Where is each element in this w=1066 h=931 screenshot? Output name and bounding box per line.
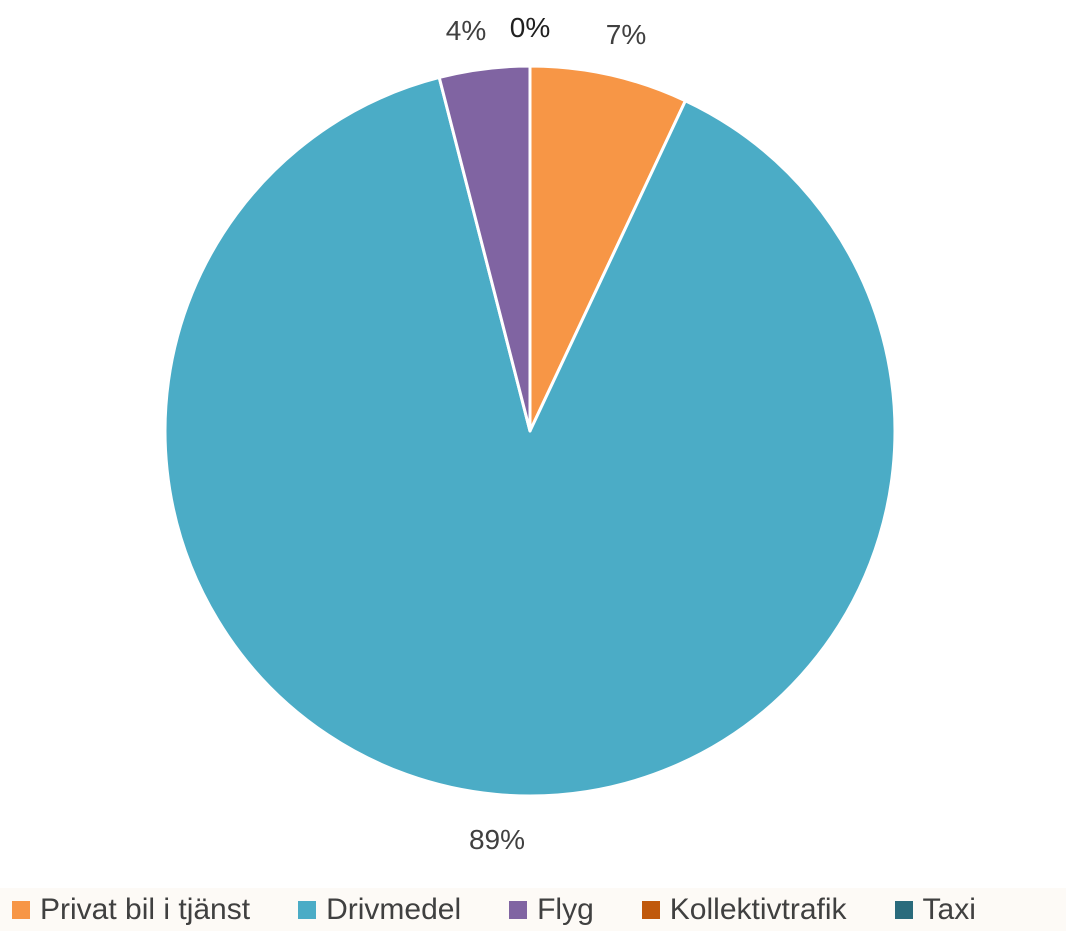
chart-legend: Privat bil i tjänst Drivmedel Flyg Kollekti… <box>0 888 1066 931</box>
legend-swatch-kollektivtrafik <box>641 900 660 919</box>
legend-label-flyg: Flyg <box>537 892 594 926</box>
pie-slices <box>163 64 897 798</box>
legend-swatch-privat-bil-i-tj-nst <box>12 900 30 919</box>
legend-swatch-taxi <box>894 900 913 919</box>
legend-item-flyg: Flyg <box>509 893 594 927</box>
legend-item-drivmedel: Drivmedel <box>298 893 461 927</box>
data-label-privat-bil-i-tj-nst: 7% <box>606 19 646 50</box>
legend-label-drivmedel: Drivmedel <box>326 892 462 926</box>
data-label-flyg: 4% <box>446 15 486 46</box>
legend-swatch-drivmedel <box>298 900 317 919</box>
legend-label-kollektivtrafik: Kollektivtrafik <box>669 892 847 926</box>
legend-label-privat-bil-i-tj-nst: Privat bil i tjänst <box>40 892 251 926</box>
pie-data-labels: 7% 89% 4% 0% <box>446 12 646 855</box>
legend-swatch-flyg <box>509 900 528 919</box>
data-label-kollektivtrafik: 0% <box>510 12 550 43</box>
legend-label-taxi: Taxi <box>922 892 976 926</box>
legend-item-privat-bil-i-tj-nst: Privat bil i tjänst <box>12 893 250 927</box>
pie-slice-flyg <box>437 64 532 433</box>
legend-item-kollektivtrafik: Kollektivtrafik <box>641 892 847 927</box>
pie-slice-privat-bil-i-tj-nst <box>528 64 687 433</box>
pie-slice-drivmedel <box>163 75 897 798</box>
data-label-drivmedel: 89% <box>469 824 525 855</box>
legend-item-taxi: Taxi <box>894 892 976 927</box>
pie-chart-plot: 7% 89% 4% 0% <box>163 12 897 855</box>
